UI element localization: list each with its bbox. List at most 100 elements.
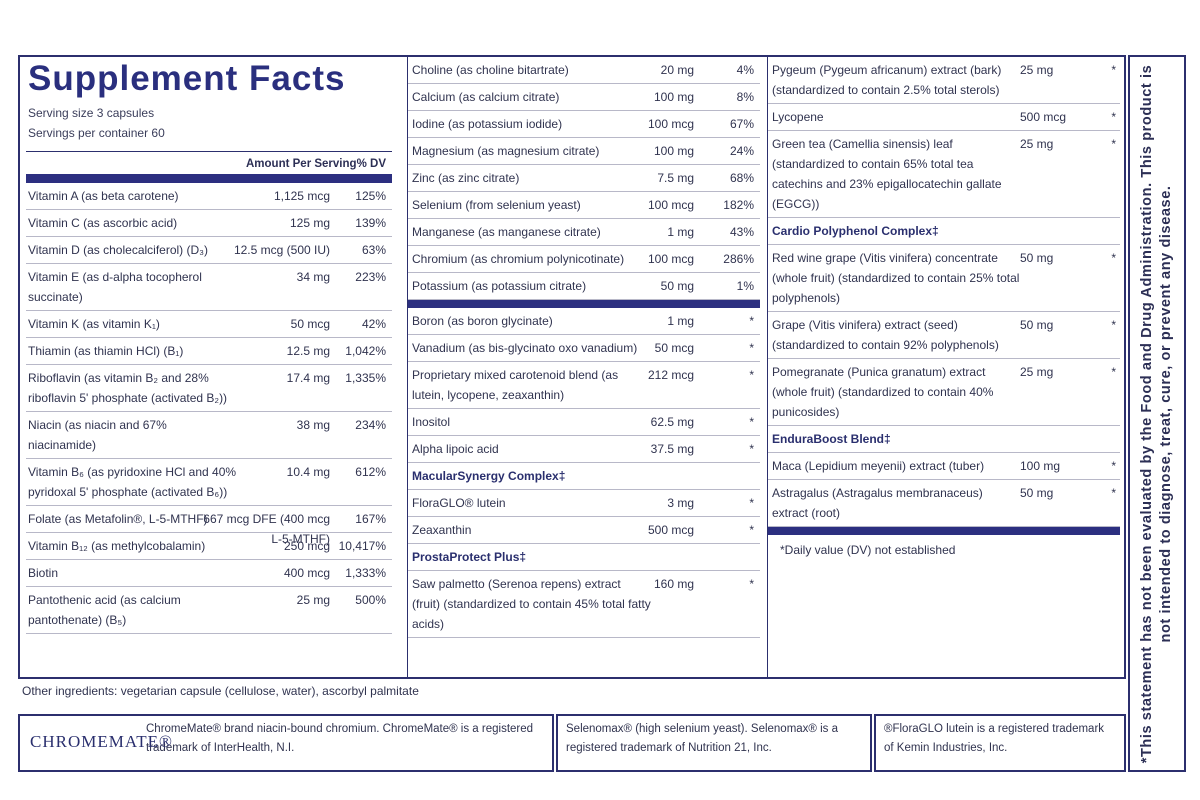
section-rule [408,300,760,308]
nutrient-amount: 25 mg [1020,137,1054,151]
other-nutrient-list: Boron (as boron glycinate) 1 mg * Vanadium … [408,308,760,463]
nutrient-amount: 20 mg [660,63,694,77]
nutrient-dv: 10,417% [338,539,386,553]
nutrient-name: Lycopene [772,110,824,124]
nutrient-dv: 286% [723,252,754,266]
nutrient-row: Pygeum (Pygeum africanum) extract (bark)… [768,57,1120,104]
nutrient-name: Selenium (from selenium yeast) [412,198,581,212]
nutrient-amount: 100 mcg [647,198,694,212]
nutrient-row: Vitamin B₁₂ (as methylcobalamin) 250 mcg 1… [26,533,392,560]
column-botanicals: Pygeum (Pygeum africanum) extract (bark)… [767,57,1120,677]
nutrient-dv: 8% [736,90,754,104]
servings-per-container: Servings per container 60 [28,126,165,140]
nutrient-amount: 50 mg [1020,486,1054,500]
nutrient-dv: 24% [729,144,754,158]
nutrient-dv: 68% [729,171,754,185]
nutrient-name: Boron (as boron glycinate) [412,314,553,328]
nutrient-row: Magnesium (as magnesium citrate) 100 mg 24… [408,138,760,165]
nutrient-row: Niacin (as niacin and 67% niacinamide) 38… [26,412,392,459]
nutrient-amount: 500 mcg [1020,110,1067,124]
nutrient-name: Vitamin B₆ (as pyridoxine HCl and 40% py… [28,465,237,499]
nutrient-row: Maca (Lepidium meyenii) extract (tuber) 1… [768,453,1120,480]
amount-header: Amount Per Serving [246,158,357,170]
nutrient-name: Vitamin C (as ascorbic acid) [28,216,178,230]
nutrient-dv: 67% [729,117,754,131]
mineral-list: Choline (as choline bitartrate) 20 mg 4% Ca… [408,57,760,300]
nutrient-amount: 160 mg [653,577,694,591]
chromemate-logo: CHROMEMATE® [30,732,173,751]
nutrient-dv: 612% [355,465,386,479]
nutrient-dv: 63% [361,243,386,257]
nutrient-row: Boron (as boron glycinate) 1 mg * [408,308,760,335]
cardio-heading: Cardio Polyphenol Complex‡ [768,218,1120,245]
nutrient-name: FloraGLO® lutein [412,496,506,510]
nutrient-name: Vitamin K (as vitamin K₁) [28,317,160,331]
nutrient-amount: 62.5 mg [650,415,694,429]
nutrient-amount: 25 mg [296,593,330,607]
nutrient-dv: 223% [355,270,386,284]
nutrient-name: Saw palmetto (Serenoa repens) extract (f… [412,577,651,631]
nutrient-name: Maca (Lepidium meyenii) extract (tuber) [772,459,985,473]
nutrient-dv: * [749,577,754,591]
nutrient-row: Pomegranate (Punica granatum) extract (w… [768,359,1120,426]
nutrient-amount: 3 mg [667,496,694,510]
nutrient-name: Astragalus (Astragalus membranaceus) ext… [772,486,983,520]
nutrient-name: Vitamin B₁₂ (as methylcobalamin) [28,539,206,553]
nutrient-name: Niacin (as niacin and 67% niacinamide) [28,418,167,452]
panel-title: Supplement Facts [28,59,346,98]
nutrient-row: Vanadium (as bis-glycinato oxo vanadium)… [408,335,760,362]
nutrient-row: Selenium (from selenium yeast) 100 mcg 182… [408,192,760,219]
nutrient-amount: 50 mg [1020,318,1054,332]
nutrient-row: Vitamin B₆ (as pyridoxine HCl and 40% py… [26,459,392,506]
nutrient-amount: 100 mg [653,90,694,104]
nutrient-amount: 1 mg [667,314,694,328]
nutrient-dv: 500% [355,593,386,607]
nutrient-row: Calcium (as calcium citrate) 100 mg 8% [408,84,760,111]
nutrient-dv: * [1111,63,1116,77]
nutrient-name: Calcium (as calcium citrate) [412,90,560,104]
nutrient-row: Grape (Vitis vinifera) extract (seed) (s… [768,312,1120,359]
nutrient-dv: * [749,415,754,429]
nutrient-amount: 12.5 mg [286,344,330,358]
nutrient-amount: 25 mg [1020,63,1054,77]
nutrient-dv: * [1111,365,1116,379]
nutrient-name: Folate (as Metafolin®, L-5-MTHF) [28,512,208,526]
nutrient-row: Red wine grape (Vitis vinifera) concentr… [768,245,1120,312]
nutrient-name: Zeaxanthin [412,523,472,537]
nutrient-name: Vitamin A (as beta carotene) [28,189,179,203]
chromemate-trademark-box: CHROMEMATE® ChromeMate® brand niacin-bou… [18,714,554,772]
nutrient-name: Biotin [28,566,59,580]
nutrient-dv: 182% [723,198,754,212]
header-rule [26,174,392,183]
nutrient-dv: * [749,442,754,456]
nutrient-name: Red wine grape (Vitis vinifera) concentr… [772,251,1020,305]
nutrient-dv: * [1111,318,1116,332]
nutrient-amount: 100 mcg [647,252,694,266]
nutrient-amount: 34 mg [296,270,330,284]
endura-heading: EnduraBoost Blend‡ [768,426,1120,453]
nutrient-name: Alpha lipoic acid [412,442,499,456]
nutrient-amount: 400 mcg [283,566,330,580]
dv-footnote: *Daily value (DV) not established [780,543,956,557]
nutrient-dv: 167% [355,512,386,526]
prosta-list: Saw palmetto (Serenoa repens) extract (f… [408,571,760,638]
nutrient-amount: 50 mcg [654,341,694,355]
nutrient-row: Potassium (as potassium citrate) 50 mg 1% [408,273,760,300]
nutrient-row: Choline (as choline bitartrate) 20 mg 4% [408,57,760,84]
nutrient-row: Alpha lipoic acid 37.5 mg * [408,436,760,463]
dv-header: % DV [356,158,386,170]
nutrient-row: Riboflavin (as vitamin B₂ and 28% ribofl… [26,365,392,412]
nutrient-dv: * [1111,486,1116,500]
nutrient-name: Vitamin D (as cholecalciferol) (D₃) [28,243,209,257]
fda-disclaimer: *This statement has not been evaluated b… [1139,64,1174,763]
nutrient-amount: 212 mcg [647,368,694,382]
nutrient-row: Vitamin C (as ascorbic acid) 125 mg 139% [26,210,392,237]
nutrient-dv: * [1111,137,1116,151]
nutrient-dv: 234% [355,418,386,432]
supplement-facts-panel: Supplement Facts Serving size 3 capsules… [18,55,1126,679]
column-header: Amount Per Serving % DV [26,151,392,174]
nutrient-name: Zinc (as zinc citrate) [412,171,520,185]
nutrient-name: Riboflavin (as vitamin B₂ and 28% ribofl… [28,371,228,405]
endura-list: Maca (Lepidium meyenii) extract (tuber) 1… [768,453,1120,527]
nutrient-dv: 1,335% [345,371,386,385]
